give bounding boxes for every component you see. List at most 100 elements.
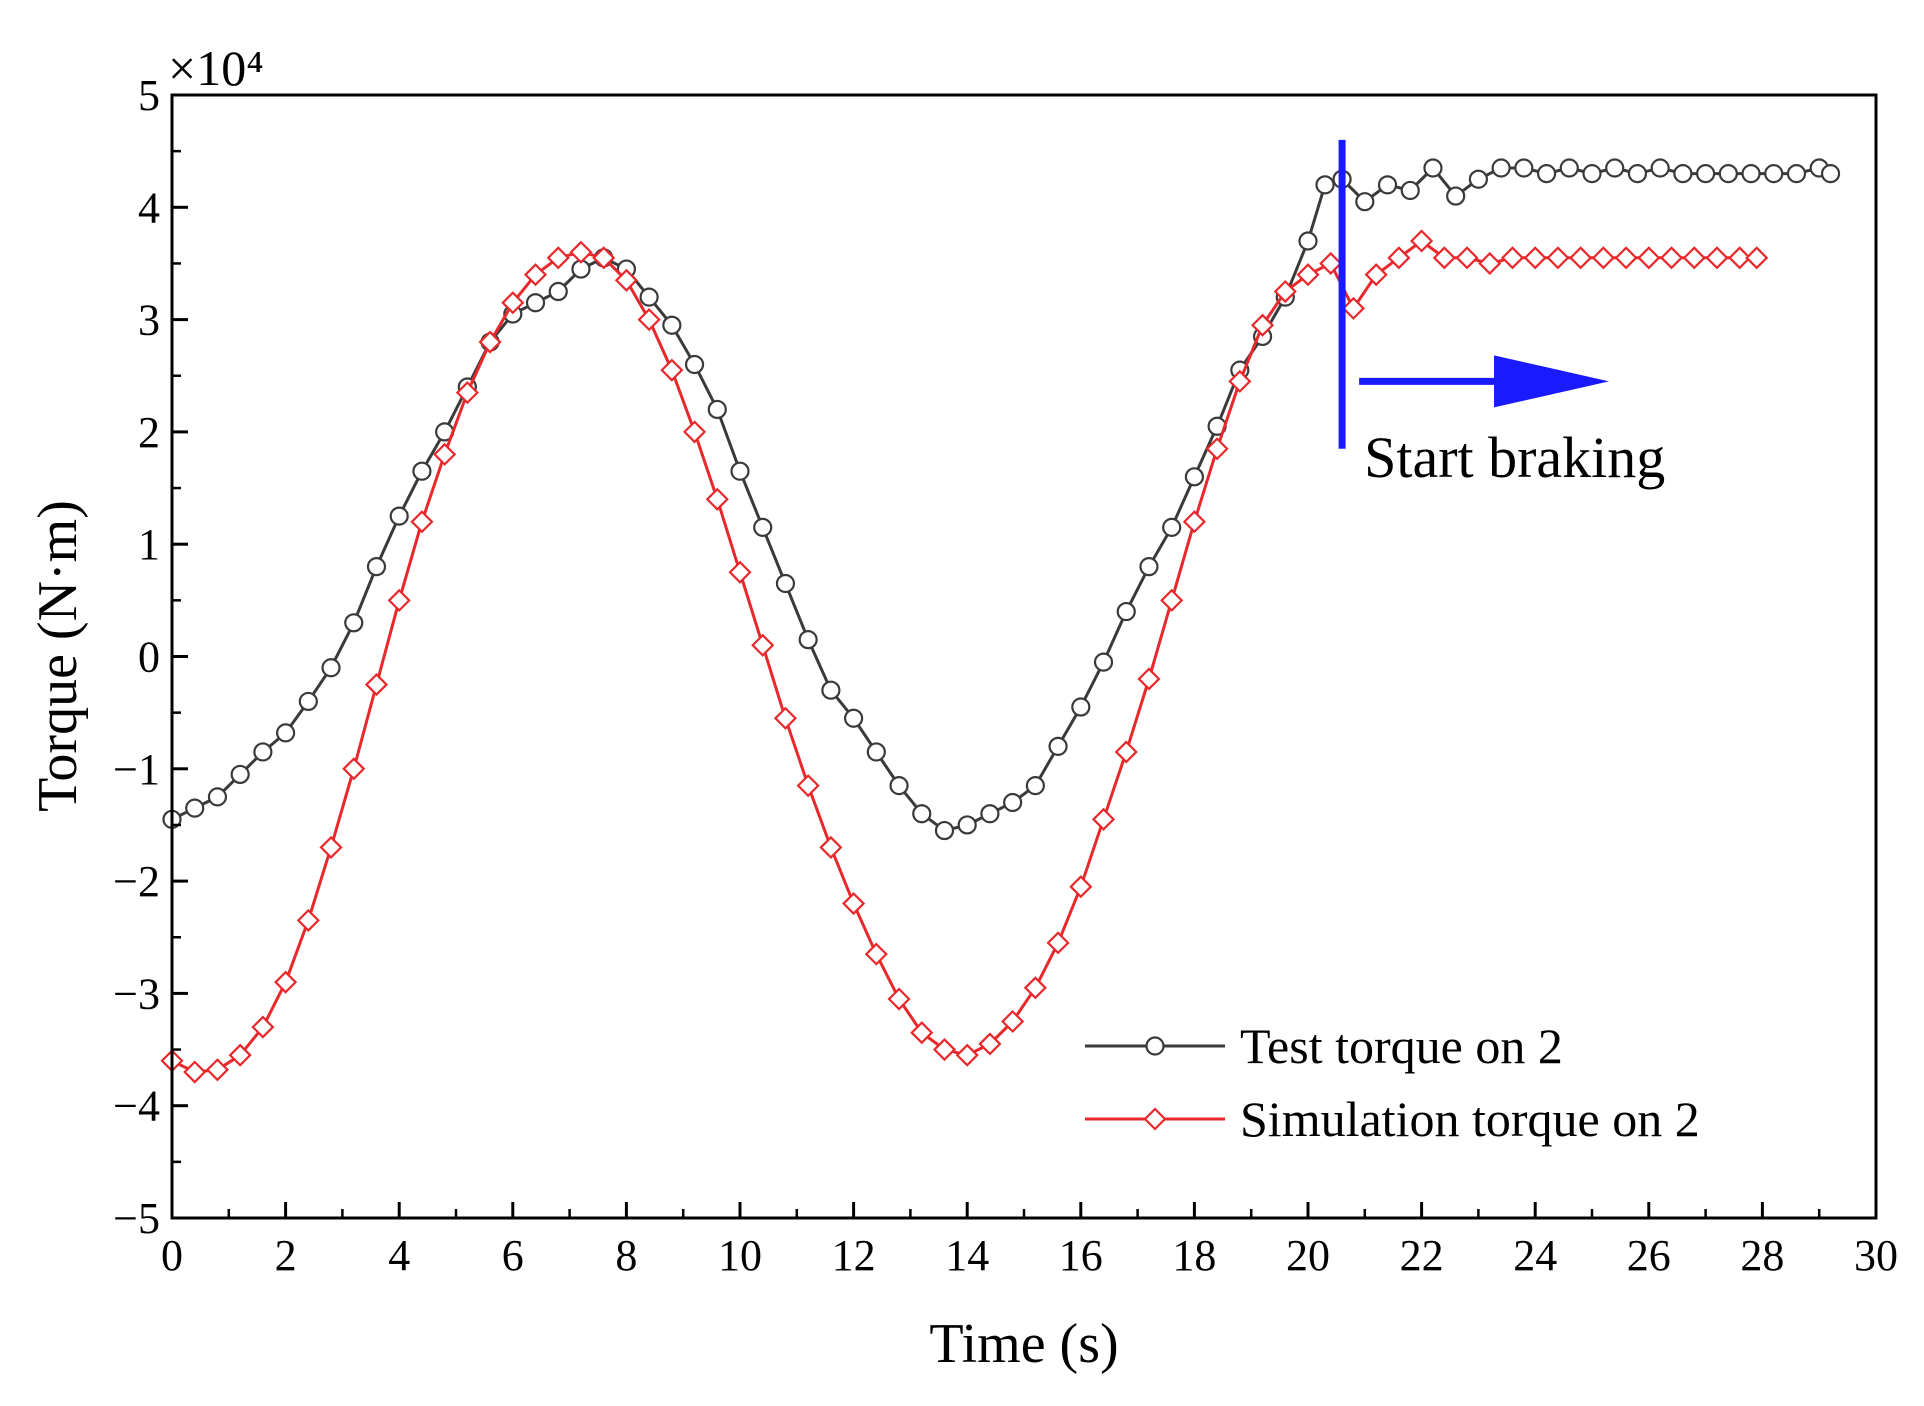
test-torque-point [821,680,841,700]
simulation-torque-point [932,1037,957,1062]
simulation-torque-point [1500,246,1525,270]
simulation-torque-point [455,381,479,405]
test-torque-point [1423,158,1443,178]
test-torque-point [344,613,364,633]
annotation-layer: Start braking [1338,139,1665,490]
legend-marker [1145,1036,1165,1056]
simulation-torque-point [1046,931,1070,955]
y-tick-label: 0 [138,633,160,682]
simulation-torque-point [1546,246,1570,270]
simulation-torque-point [364,673,389,697]
simulation-torque-point [387,588,411,612]
simulation-torque-point [1705,246,1729,270]
test-torque-point [548,281,568,302]
simulation-torque-point [1319,251,1343,276]
test-torque-point [207,787,228,807]
simulation-torque-point [274,970,298,994]
x-tick-label: 12 [832,1231,876,1280]
simulation-torque-point [1023,976,1047,1000]
test-torque-point [1741,164,1761,184]
test-torque-point [298,691,318,712]
simulation-torque-point [1728,246,1752,270]
test-torque-point [366,557,387,577]
test-torque-point [1400,180,1420,201]
x-tick-label: 10 [718,1231,762,1280]
simulation-torque-point [1637,246,1661,270]
x-tick-label: 6 [502,1231,524,1280]
simulation-torque-point [501,291,525,315]
test-torque-point [1355,192,1375,212]
test-torque-point [1003,792,1023,813]
simulation-torque-point [910,1021,934,1045]
test-torque-point [1820,164,1841,184]
test-torque-point [1491,158,1511,178]
simulation-torque-point [523,263,548,287]
test-torque-point [1048,736,1068,756]
test-torque-point [1468,169,1489,189]
legend-label: Test torque on 2 [1240,1018,1563,1074]
test-torque-point [639,287,659,307]
simulation-torque-point [842,892,866,916]
y-axis-ticks: −5 −4 −3 −2 −1 0 1 2 3 4 5 [113,71,188,1243]
y-tick-label: 2 [138,408,160,457]
test-torque-point [866,742,886,762]
simulation-torque-point [1455,246,1479,270]
test-torque-point [412,461,432,481]
test-torque-point [1650,158,1670,178]
simulation-torque-point [1523,246,1547,270]
y-tick-label: −4 [113,1082,160,1131]
test-torque-point [1627,164,1648,184]
braking-arrow-head [1494,355,1610,408]
braking-annotation-text: Start braking [1364,425,1665,490]
test-torque-point [753,517,773,537]
test-torque-point [1377,175,1398,195]
test-torque-point [1298,231,1318,251]
test-torque-point [1071,697,1091,717]
y-tick-label: −3 [113,969,160,1018]
simulation-torque-point [1659,246,1684,270]
test-torque-point [276,723,296,743]
simulation-torque-point [773,706,797,730]
test-torque-point [253,742,273,762]
test-torque-point [1536,164,1557,184]
simulation-torque-point [864,942,888,966]
simulation-torque-point [1273,279,1297,304]
simulation-torque-point [1682,246,1706,270]
simulation-torque-point [183,1060,207,1084]
x-axis-label: Time (s) [929,1313,1118,1375]
test-torque-point [980,804,1000,824]
y-tick-label: 3 [138,296,160,345]
simulation-torque-point [1091,807,1116,831]
test-torque-point [1514,158,1534,178]
test-torque-point [1559,158,1579,178]
simulation-torque-point [1410,229,1434,253]
x-tick-label: 8 [615,1231,637,1280]
test-torque-point [389,506,409,526]
simulation-torque-point [1069,875,1093,899]
y-tick-label: 1 [138,520,160,569]
simulation-torque-point [728,560,752,584]
y-multiplier-label: ×10⁴ [168,40,264,96]
test-torque-point [1315,175,1335,195]
test-torque-point [684,354,705,375]
test-torque-point [775,573,796,594]
test-torque-point [798,630,818,650]
x-tick-label: 22 [1400,1231,1444,1280]
simulation-torque-point [614,268,638,292]
simulation-torque-point [410,510,434,534]
test-torque-point [1116,601,1136,622]
simulation-torque-point [955,1043,979,1067]
test-torque-point [707,399,727,420]
test-torque-point [1582,164,1602,184]
simulation-torque-point [251,1015,275,1039]
simulation-torque-point [1182,510,1206,534]
test-torque-point [662,315,682,335]
test-torque-point [1695,164,1716,184]
legend-marker [1143,1107,1167,1131]
simulation-torque-point [796,774,820,798]
test-torque-point [889,776,909,796]
simulation-torque-point [660,358,684,382]
